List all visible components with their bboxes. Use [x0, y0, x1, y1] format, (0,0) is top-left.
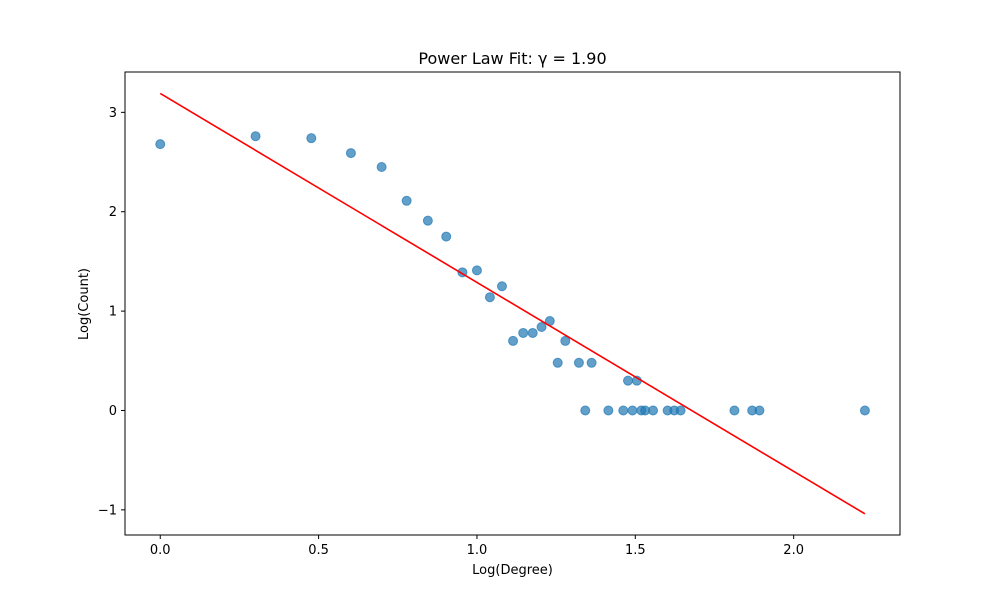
data-point: [536, 322, 547, 333]
x-tick-label: 2.0: [783, 543, 804, 558]
y-axis-label: Log(Count): [77, 268, 92, 340]
data-point: [648, 405, 659, 416]
data-point: [603, 405, 614, 416]
x-tick-label: 1.5: [625, 543, 646, 558]
data-point: [155, 139, 166, 150]
y-tick-label: −1: [98, 503, 117, 518]
data-point: [496, 281, 507, 292]
data-point: [560, 335, 571, 346]
y-tick-label: 3: [109, 106, 117, 121]
data-point: [675, 405, 686, 416]
data-point: [623, 375, 634, 386]
fit-line: [159, 92, 866, 515]
data-point: [527, 327, 538, 338]
data-point: [729, 405, 740, 416]
x-tick-label: 0.5: [308, 543, 329, 558]
data-point: [471, 265, 482, 276]
plot-frame: [124, 71, 901, 536]
data-point: [580, 405, 591, 416]
data-point: [250, 131, 261, 142]
data-point: [627, 405, 638, 416]
data-point: [618, 405, 629, 416]
data-point: [508, 335, 519, 346]
x-axis-label: Log(Degree): [472, 563, 553, 578]
data-point: [552, 357, 563, 368]
data-point: [306, 133, 317, 144]
x-tick-label: 0.0: [150, 543, 171, 558]
data-point: [401, 195, 412, 206]
chart-title: Power Law Fit: γ = 1.90: [418, 49, 606, 68]
y-tick-label: 1: [109, 305, 117, 320]
data-point: [422, 215, 433, 226]
data-point: [754, 405, 765, 416]
data-point: [441, 231, 452, 242]
data-point: [573, 357, 584, 368]
y-tick-label: 2: [109, 205, 117, 220]
plot-area: [155, 92, 870, 515]
data-point: [586, 357, 597, 368]
data-point: [376, 162, 387, 173]
y-tick-label: 0: [109, 404, 117, 419]
data-point: [518, 327, 529, 338]
data-point: [345, 148, 356, 159]
data-point: [484, 292, 495, 303]
x-tick-label: 1.0: [467, 543, 488, 558]
data-point: [859, 405, 870, 416]
